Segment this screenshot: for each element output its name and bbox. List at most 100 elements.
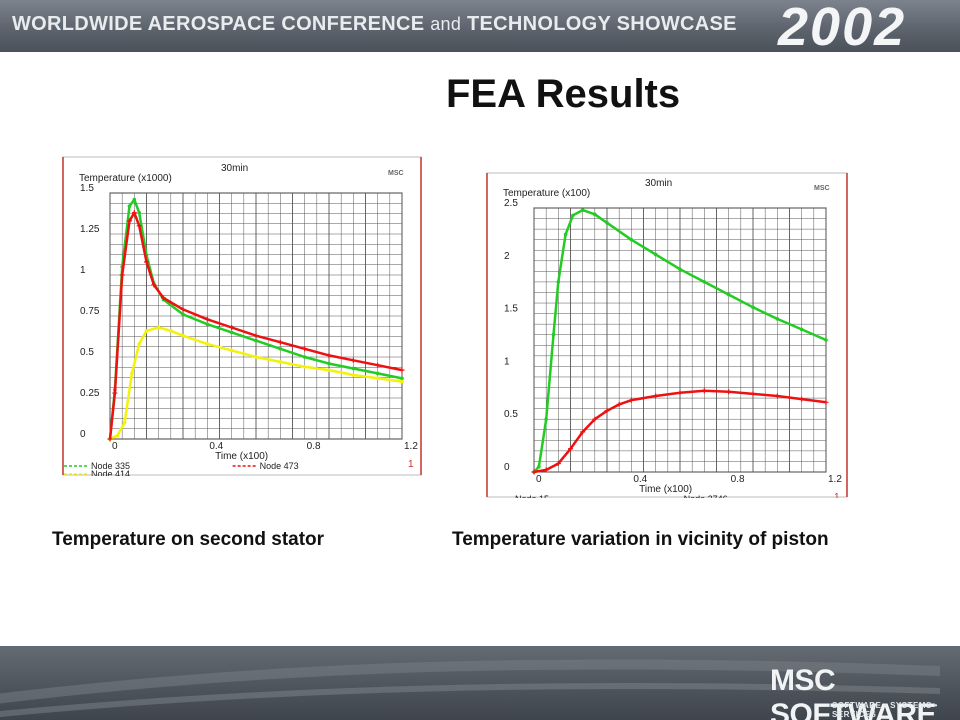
chart-left-title: 30min bbox=[221, 163, 248, 174]
chart-left-data-point bbox=[181, 333, 185, 338]
chart-right-data-point bbox=[568, 446, 573, 452]
chart-right-data-point bbox=[751, 305, 755, 310]
chart-left-data-point bbox=[119, 272, 125, 278]
chart-right-xtick-label: 0.4 bbox=[633, 474, 647, 485]
chart-left-data-point bbox=[161, 295, 167, 301]
chart-left-data-point bbox=[302, 346, 308, 352]
chart-right-data-point bbox=[653, 393, 659, 399]
msc-logo-tagline: SOFTWARE • SYSTEMS • SERVICES bbox=[832, 701, 938, 719]
chart-left-data-point bbox=[181, 312, 185, 317]
chart-right-data-point bbox=[616, 401, 622, 407]
chart-right-data-point bbox=[726, 389, 732, 395]
chart-left-data-point bbox=[229, 324, 235, 330]
chart-left-data-point bbox=[115, 433, 120, 438]
chart-right-data-point bbox=[799, 396, 805, 402]
chart-right-data-point bbox=[824, 338, 828, 342]
chart-right-xtick-label: 0.8 bbox=[731, 474, 745, 485]
chart-left-data-point bbox=[229, 348, 234, 353]
chart-right-data-point bbox=[544, 417, 548, 421]
chart-left-ytick-label: 0.5 bbox=[80, 347, 94, 358]
conference-title-and: and bbox=[430, 14, 462, 34]
chart-left-data-point bbox=[375, 376, 380, 381]
chart-right-xtick-label: 1.2 bbox=[828, 474, 842, 485]
chart-right-data-point bbox=[750, 391, 756, 397]
chart-right-data-point bbox=[531, 469, 537, 475]
chart-right-data-point bbox=[823, 399, 829, 405]
chart-left-data-point bbox=[136, 223, 142, 229]
chart-left-data-point bbox=[326, 352, 332, 358]
chart-left-data-point bbox=[156, 325, 161, 330]
chart-left-data-point bbox=[137, 210, 141, 215]
conference-banner: WORLDWIDE AEROSPACE CONFERENCE and TECHN… bbox=[0, 0, 960, 52]
chart-right-ytick-label: 2.5 bbox=[504, 198, 518, 209]
chart-left-ytick-label: 1 bbox=[80, 265, 86, 276]
chart-left-ytick-label: 1.5 bbox=[80, 183, 94, 194]
chart-right-data-point bbox=[604, 408, 610, 414]
chart-left-data-point bbox=[144, 259, 149, 265]
footer-band: MSC SOFTWARE SOFTWARE • SYSTEMS • SERVIC… bbox=[0, 646, 960, 720]
chart-left-data-point bbox=[399, 367, 405, 373]
chart-right-data-point bbox=[774, 393, 780, 399]
chart-right-ylabel: Temperature (x100) bbox=[503, 188, 590, 199]
chart-left-data-point bbox=[169, 328, 173, 333]
chart-left-data-point bbox=[204, 316, 210, 322]
chart-left-ytick-label: 0 bbox=[80, 429, 86, 440]
chart-left-data-point bbox=[130, 371, 134, 376]
chart-left-legend-label: Node 335 bbox=[91, 461, 130, 471]
chart-left-data-point bbox=[327, 368, 331, 372]
chart-right-data-point bbox=[726, 292, 731, 297]
chart-left-msc-mark: MSC bbox=[388, 170, 404, 177]
chart-right-ytick-label: 0 bbox=[504, 462, 510, 473]
chart-left-data-point bbox=[132, 197, 137, 202]
chart-left-xtick-label: 0.4 bbox=[209, 441, 223, 452]
msc-software-logo: MSC SOFTWARE bbox=[770, 664, 937, 720]
chart-right-data-point bbox=[628, 397, 634, 403]
chart-left-data-point bbox=[229, 330, 234, 335]
chart-left-ytick-label: 0.75 bbox=[80, 306, 100, 317]
chart-left-data-point bbox=[112, 390, 118, 396]
chart-right-legend-label: Node 15 bbox=[515, 494, 549, 498]
chart-right-data-point bbox=[551, 332, 556, 337]
chart-left-data-point bbox=[375, 362, 381, 368]
chart-right-data-point bbox=[605, 220, 609, 225]
chart-left-data-point bbox=[254, 355, 258, 359]
chart-left-legend-label: Node 473 bbox=[260, 461, 299, 471]
chart-right-ytick-label: 0.5 bbox=[504, 409, 518, 420]
chart-right-data-point bbox=[799, 327, 804, 332]
caption-piston-vicinity: Temperature variation in vicinity of pis… bbox=[452, 529, 829, 550]
chart-left-data-point bbox=[302, 365, 307, 369]
chart-right-data-point bbox=[593, 212, 597, 217]
chart-left-data-point bbox=[151, 282, 157, 288]
chart-left-xtick-label: 1.2 bbox=[404, 441, 418, 452]
chart-left-corner-label: 1 bbox=[408, 459, 414, 470]
chart-right-data-point bbox=[556, 280, 561, 284]
chart-left-data-point bbox=[400, 379, 404, 384]
chart-left-data-point bbox=[278, 360, 283, 364]
chart-left-data-point bbox=[137, 342, 141, 346]
chart-left-data-point bbox=[351, 366, 356, 371]
chart-left-data-point bbox=[302, 355, 307, 359]
chart-right-ytick-label: 2 bbox=[504, 251, 510, 262]
chart-left-ylabel: Temperature (x1000) bbox=[79, 173, 172, 184]
conference-title-main: WORLDWIDE AEROSPACE CONFERENCE bbox=[12, 13, 425, 35]
chart-right-ytick-label: 1.5 bbox=[504, 304, 518, 315]
chart-left-ytick-label: 0.25 bbox=[80, 388, 100, 399]
chart-right-data-point bbox=[701, 388, 707, 394]
chart-right-ytick-label: 1 bbox=[504, 356, 510, 367]
chart-right-data-point bbox=[592, 416, 598, 422]
chart-left-data-point bbox=[254, 338, 258, 343]
chart-left-legend-label: Node 414 bbox=[91, 469, 130, 476]
chart-left-data-point bbox=[131, 210, 137, 216]
chart-right-legend-label: Node 2746 bbox=[684, 494, 728, 498]
chart-right-data-point bbox=[678, 267, 682, 272]
chart-left-data-point bbox=[253, 333, 259, 339]
chart-right-data-point bbox=[537, 464, 541, 469]
chart-left-data-point bbox=[375, 371, 380, 376]
chart-left-data-point bbox=[127, 204, 132, 208]
conference-year: 2002 bbox=[778, 0, 907, 52]
chart-left-data-point bbox=[205, 322, 210, 326]
chart-right-data-point bbox=[580, 429, 586, 435]
chart-left-data-point bbox=[180, 306, 186, 312]
chart-left-series-line-1 bbox=[109, 326, 403, 441]
chart-right-data-point bbox=[677, 390, 683, 396]
